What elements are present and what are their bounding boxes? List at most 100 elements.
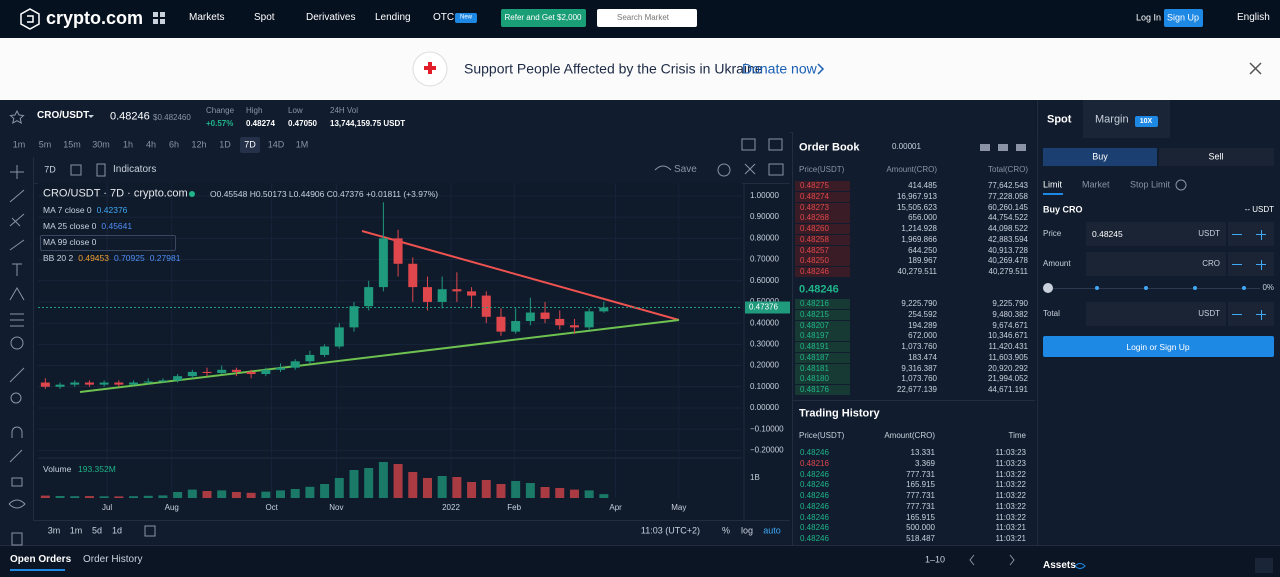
order-book-view-icons[interactable] — [980, 144, 1026, 151]
volume-bar — [202, 491, 212, 498]
range-button[interactable]: 5d — [91, 525, 103, 536]
signup-button[interactable] — [1164, 9, 1203, 27]
interval-button[interactable]: 6h — [168, 139, 180, 150]
scale-option[interactable]: log — [740, 525, 754, 536]
indicator-highlight[interactable] — [40, 235, 176, 251]
range-button[interactable]: 1m — [69, 525, 83, 536]
nav-link[interactable]: Derivatives — [306, 12, 356, 23]
search-placeholder[interactable]: Search Market — [617, 13, 670, 23]
side-label[interactable]: Buy — [1092, 151, 1108, 162]
nav-link[interactable]: Lending — [375, 12, 411, 23]
ticker-bar — [0, 100, 1035, 133]
interval-button[interactable]: 15m — [63, 139, 81, 150]
trade-price: 0.48246 — [800, 469, 829, 479]
candle-body — [408, 263, 418, 288]
refer-text[interactable]: Refer and Get $2,000 — [504, 13, 582, 23]
more-button[interactable] — [1255, 558, 1273, 573]
order-type[interactable]: Market — [1082, 179, 1110, 190]
side-label[interactable]: Sell — [1208, 151, 1224, 162]
candle-body — [467, 291, 477, 296]
indicator-value: 0.49453 — [78, 252, 109, 263]
amount-cell: 1,969.866 — [901, 234, 937, 244]
order-type[interactable]: Limit — [1043, 179, 1063, 190]
donate-link[interactable]: Donate now — [742, 60, 817, 77]
market-tab[interactable]: Spot — [1047, 113, 1072, 126]
ask-highlight — [795, 191, 850, 202]
volume-bar — [334, 478, 344, 498]
precision-select[interactable]: 0.00001 — [892, 142, 921, 152]
market-tab[interactable]: Margin — [1095, 113, 1129, 126]
y-tick-label: 0.30000 — [750, 339, 779, 348]
candle-body — [452, 289, 462, 292]
slider-handle[interactable] — [1043, 283, 1053, 293]
range-button[interactable]: 3m — [47, 525, 61, 536]
interval-button[interactable]: 5m — [38, 139, 52, 150]
chart-title: CRO/USDT · 7D · crypto.com — [43, 187, 188, 200]
bottom-tab[interactable]: Open Orders — [10, 554, 72, 565]
total-cell: 40,913.728 — [987, 245, 1028, 255]
interval-button[interactable]: 1h — [122, 139, 134, 150]
submit-text[interactable]: Login or Sign Up — [1126, 341, 1190, 352]
order-type[interactable]: Stop Limit — [1130, 179, 1171, 190]
volume-bar — [84, 496, 94, 498]
bottom-tab[interactable]: Order History — [83, 554, 143, 565]
nav-link[interactable]: OTC — [433, 12, 455, 23]
input-value[interactable]: 0.48245 — [1092, 228, 1123, 239]
input[interactable] — [1086, 252, 1226, 276]
scale-option[interactable]: % — [721, 525, 731, 536]
bid-highlight — [795, 309, 850, 320]
nav-link[interactable]: Spot — [254, 12, 275, 23]
buy-tab[interactable] — [1043, 148, 1157, 166]
trade-time: 11:03:23 — [995, 448, 1026, 458]
y-tick-label: 0.60000 — [750, 276, 779, 285]
interval-button[interactable]: 1M — [295, 139, 309, 150]
language[interactable]: English — [1237, 12, 1270, 23]
input[interactable] — [1086, 222, 1226, 246]
signup-text[interactable]: Sign Up — [1166, 12, 1200, 23]
trade-price: 0.48246 — [800, 534, 829, 544]
sell-tab[interactable] — [1159, 148, 1274, 166]
plus — [1260, 229, 1262, 240]
pager-arrows[interactable] — [969, 554, 1015, 566]
pair: CRO/USDT — [37, 110, 90, 121]
login-link[interactable]: Log In — [1136, 12, 1162, 23]
scale-option[interactable]: auto — [763, 525, 781, 536]
interval-button[interactable]: 12h — [191, 139, 207, 150]
range-button[interactable]: 1d — [111, 525, 123, 536]
interval-button[interactable]: 7D — [244, 139, 256, 150]
close-icon[interactable] — [1249, 62, 1262, 75]
assets-label[interactable]: Assets — [1043, 560, 1076, 571]
price-cell: 0.48176 — [800, 385, 829, 395]
interval-button[interactable]: 4h — [145, 139, 157, 150]
indicator-name: MA 99 close 0 — [43, 236, 97, 247]
interval-select[interactable]: 7D — [44, 164, 56, 175]
nav-link[interactable]: Markets — [189, 12, 225, 23]
ask-highlight — [795, 267, 850, 277]
ask-highlight — [795, 224, 850, 234]
volume-bar — [349, 470, 359, 498]
favorite-star[interactable] — [9, 109, 25, 124]
refer-button[interactable] — [501, 9, 586, 27]
trade-price: 0.48246 — [800, 448, 829, 458]
submit-button[interactable] — [1043, 336, 1274, 357]
search-box[interactable] — [597, 9, 697, 27]
indicators-button[interactable]: Indicators — [113, 164, 157, 175]
status-dot — [189, 191, 195, 197]
interval-button[interactable]: 30m — [92, 139, 110, 150]
input[interactable] — [1086, 302, 1226, 326]
save-button[interactable]: Save — [674, 164, 697, 175]
interval-button[interactable]: 14D — [267, 139, 285, 150]
bid-highlight — [795, 374, 850, 385]
ohlc: O0.45548 H0.50173 L0.44906 C0.47376 +0.0… — [210, 188, 439, 199]
field-label: Amount — [1043, 259, 1071, 269]
active-type-underline — [1043, 193, 1063, 195]
volume-bar — [584, 490, 594, 498]
interval-button[interactable]: 1m — [12, 139, 26, 150]
volume-bar — [158, 495, 168, 498]
total-cell: 9,674.671 — [992, 320, 1028, 330]
interval-button[interactable]: 1D — [219, 139, 231, 150]
active-tab-underline — [10, 569, 65, 571]
indicator-name: BB 20 2 — [43, 252, 74, 263]
candle-body — [525, 312, 535, 322]
